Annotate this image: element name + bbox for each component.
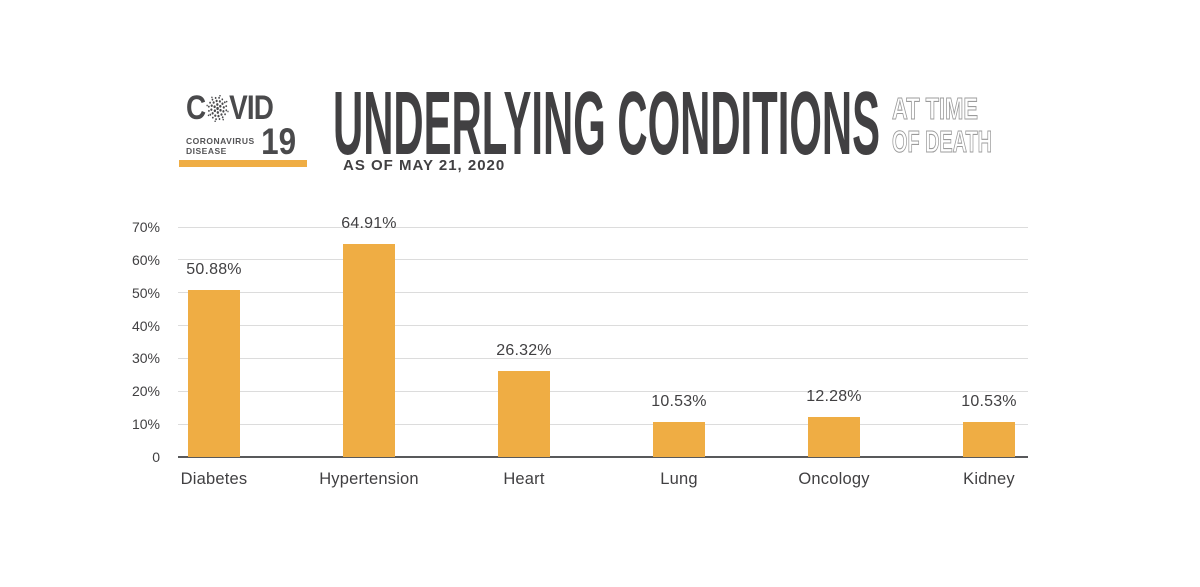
bar-chart-plot-area: 50.88% 64.91% 26.32% 10.53% 12.28% 10.53% [178,215,1028,458]
gridline [178,423,1028,425]
x-axis-label: Oncology [798,470,870,488]
y-axis-tick-label: 60% [131,251,160,268]
bar-value-label: 12.28% [806,387,862,405]
bar-value-label: 10.53% [961,393,1017,411]
x-axis-baseline [178,456,1028,458]
y-axis-tick-label: 20% [131,383,160,400]
logo-underline-bar [179,160,307,167]
x-axis: Diabetes Hypertension Heart Lung Oncology Kid… [178,470,1028,494]
y-axis-tick-label: 10% [131,416,160,433]
logo-number-19: 19 [260,121,296,162]
y-axis: 70% 60% 50% 40% 30% 20% 10% 0 [118,219,170,465]
gridline [178,226,1028,228]
bar-heart [498,370,550,457]
gridline [178,357,1028,359]
coronavirus-icon [206,94,229,122]
gridline [178,292,1028,294]
bar-oncology [808,416,860,457]
logo-letter-c: C [186,89,206,127]
x-axis-label: Heart [503,470,545,488]
title-right-block: AT TIME OF DEATH [892,94,993,158]
y-axis-tick-label: 50% [131,284,160,301]
title-block: UNDERLYING CONDITIONS [333,87,880,159]
page-title: UNDERLYING CONDITIONS [333,87,880,159]
gridline [178,259,1028,261]
bar-value-label: 50.88% [186,260,242,278]
title-right-line1: AT TIME [892,94,978,126]
bar-diabetes [188,289,240,457]
logo-subtext-line1: CORONAVIRUS [186,136,255,147]
logo-wordmark: C VID [186,91,286,125]
bar-value-label: 64.91% [341,214,397,232]
x-axis-label: Lung [660,470,698,488]
logo-letters-vid: VID [229,89,274,127]
y-axis-tick-label: 40% [131,317,160,334]
logo-subtext-line2: DISEASE [186,146,227,157]
x-axis-label: Kidney [963,470,1015,488]
y-axis-tick-label: 30% [131,350,160,367]
y-axis-tick-label: 0 [152,449,160,465]
logo-subtext: CORONAVIRUS DISEASE [186,137,255,157]
logo-secondary-row: CORONAVIRUS DISEASE 19 [186,121,296,162]
bar-hypertension [343,243,395,457]
x-axis-label: Hypertension [319,470,419,488]
gridline [178,325,1028,327]
gridline [178,390,1028,392]
bar-kidney [963,422,1015,457]
bar-lung [653,422,705,457]
title-right-line2: OF DEATH [892,124,992,158]
y-axis-tick-label: 70% [131,219,160,235]
covid19-logo: C VID CORONAVIRUS DISEASE 19 [186,91,308,162]
bar-value-label: 26.32% [496,341,552,359]
subtitle-date: AS OF MAY 21, 2020 [343,157,506,174]
x-axis-label: Diabetes [180,470,248,488]
bar-value-label: 10.53% [651,393,707,411]
